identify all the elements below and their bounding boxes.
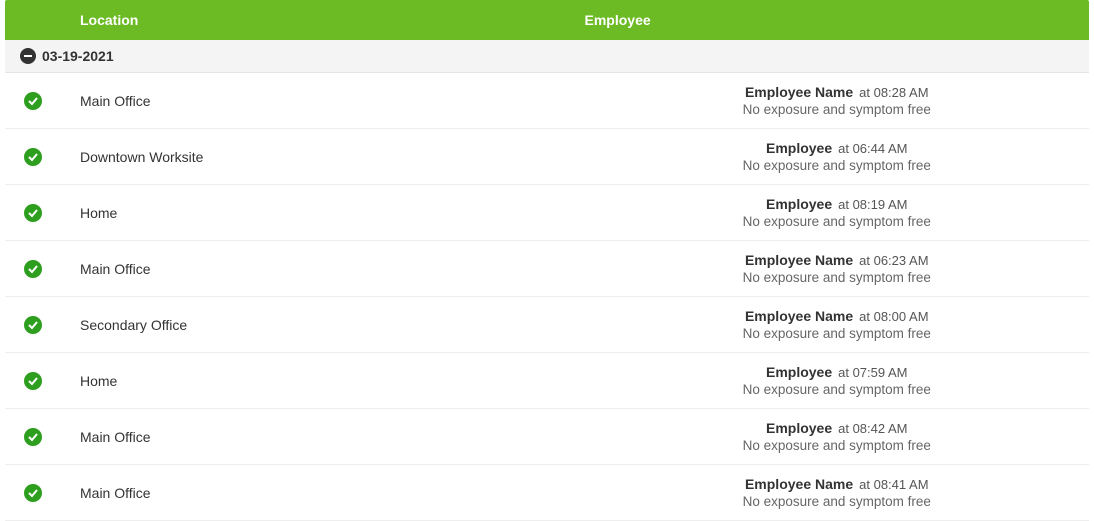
employee-name: Employee — [766, 140, 832, 156]
row-location-cell: Main Office — [60, 475, 585, 510]
employee-time: at 08:42 AM — [838, 421, 907, 436]
employee-name: Employee Name — [745, 308, 853, 324]
employee-status-text: No exposure and symptom free — [743, 158, 931, 173]
location-text: Main Office — [80, 485, 151, 501]
location-text: Secondary Office — [80, 317, 187, 333]
row-location-cell: Main Office — [60, 83, 585, 118]
row-location-cell: Home — [60, 363, 585, 398]
employee-line1: Employee at 07:59 AM — [766, 364, 908, 380]
employee-line1: Employee at 06:44 AM — [766, 140, 908, 156]
location-text: Home — [80, 205, 117, 221]
location-text: Main Office — [80, 261, 151, 277]
header-col-employee[interactable]: Employee — [585, 12, 1090, 28]
row-employee-cell: Employee Name at 06:23 AM No exposure and … — [585, 251, 1090, 286]
employee-status-text: No exposure and symptom free — [743, 326, 931, 341]
check-circle-icon — [24, 484, 42, 502]
employee-name: Employee Name — [745, 84, 853, 100]
table-row[interactable]: Downtown Worksite Employee at 06:44 AM No e… — [5, 129, 1089, 185]
employee-time: at 08:19 AM — [838, 197, 907, 212]
location-text: Home — [80, 373, 117, 389]
row-status-cell — [5, 307, 60, 342]
table-row[interactable]: Home Employee at 07:59 AM No exposure and s… — [5, 353, 1089, 409]
table-row[interactable]: Main OfficeEmployee Nameat 08:41 AMNo ex… — [5, 465, 1089, 521]
date-group-label: 03-19-2021 — [42, 48, 114, 64]
row-employee-cell: Employee at 08:42 AM No exposure and sympt… — [585, 419, 1090, 454]
row-employee-cell: Employee Name at 08:00 AM No exposure and … — [585, 307, 1090, 342]
check-circle-icon — [24, 428, 42, 446]
row-location-cell: Main Office — [60, 419, 585, 454]
row-location-cell: Main Office — [60, 251, 585, 286]
row-location-cell: Downtown Worksite — [60, 139, 585, 174]
header-col-location[interactable]: Location — [60, 12, 585, 28]
check-circle-icon — [24, 260, 42, 278]
employee-time: at 06:23 AM — [859, 253, 928, 268]
employee-status-text: No exposure and symptom free — [743, 270, 931, 285]
header-location-label: Location — [80, 12, 138, 28]
rows-container: Main Office Employee Name at 08:28 AM No ex… — [5, 73, 1089, 521]
table-row[interactable]: Main Office Employee Name at 06:23 AM No ex… — [5, 241, 1089, 297]
table-row[interactable]: Main Office Employee at 08:42 AM No exposur… — [5, 409, 1089, 465]
row-status-cell — [5, 363, 60, 398]
employee-status-text: No exposure and symptom free — [743, 438, 931, 453]
employee-name: Employee Name — [745, 476, 853, 492]
employee-time: at 08:41 AM — [859, 477, 928, 492]
row-employee-cell: Employee at 06:44 AM No exposure and sympt… — [585, 139, 1090, 174]
header-employee-label: Employee — [585, 12, 651, 28]
employee-name: Employee — [766, 196, 832, 212]
location-text: Main Office — [80, 429, 151, 445]
check-circle-icon — [24, 204, 42, 222]
collapse-icon — [20, 48, 36, 64]
check-circle-icon — [24, 372, 42, 390]
row-status-cell — [5, 83, 60, 118]
check-circle-icon — [24, 92, 42, 110]
employee-time: at 08:00 AM — [859, 309, 928, 324]
location-text: Main Office — [80, 93, 151, 109]
employee-status-text: No exposure and symptom free — [743, 102, 931, 117]
employee-status-text: No exposure and symptom free — [743, 214, 931, 229]
table-row[interactable]: Secondary Office Employee Name at 08:00 AM… — [5, 297, 1089, 353]
header-col-status — [5, 12, 60, 28]
date-group-row[interactable]: 03-19-2021 — [5, 40, 1089, 73]
row-location-cell: Secondary Office — [60, 307, 585, 342]
location-text: Downtown Worksite — [80, 149, 203, 165]
row-employee-cell: Employee Name at 08:28 AM No exposure and … — [585, 83, 1090, 118]
row-status-cell — [5, 419, 60, 454]
row-employee-cell: Employee at 08:19 AM No exposure and sympt… — [585, 195, 1090, 230]
row-location-cell: Home — [60, 195, 585, 230]
employee-time: at 07:59 AM — [838, 365, 907, 380]
row-status-cell — [5, 475, 60, 510]
row-employee-cell: Employee Nameat 08:41 AMNo exposure and … — [585, 475, 1090, 510]
employee-time: at 08:28 AM — [859, 85, 928, 100]
row-status-cell — [5, 251, 60, 286]
table-header: Location Employee — [5, 0, 1089, 40]
table-row[interactable]: Home Employee at 08:19 AM No exposure and s… — [5, 185, 1089, 241]
employee-time: at 06:44 AM — [838, 141, 907, 156]
row-employee-cell: Employee at 07:59 AM No exposure and sympt… — [585, 363, 1090, 398]
employee-name: Employee Name — [745, 252, 853, 268]
table-row[interactable]: Main Office Employee Name at 08:28 AM No ex… — [5, 73, 1089, 129]
employee-line1: Employee Name at 08:41 AM — [745, 476, 929, 492]
employee-line1: Employee at 08:42 AM — [766, 420, 908, 436]
employee-status-text: No exposure and symptom free — [743, 382, 931, 397]
check-circle-icon — [24, 148, 42, 166]
check-circle-icon — [24, 316, 42, 334]
employee-line1: Employee at 08:19 AM — [766, 196, 908, 212]
row-status-cell — [5, 139, 60, 174]
employee-name: Employee — [766, 420, 832, 436]
employee-line1: Employee Name at 08:28 AM — [745, 84, 929, 100]
employee-line1: Employee Name at 06:23 AM — [745, 252, 929, 268]
employee-line1: Employee Name at 08:00 AM — [745, 308, 929, 324]
employee-name: Employee — [766, 364, 832, 380]
row-status-cell — [5, 195, 60, 230]
